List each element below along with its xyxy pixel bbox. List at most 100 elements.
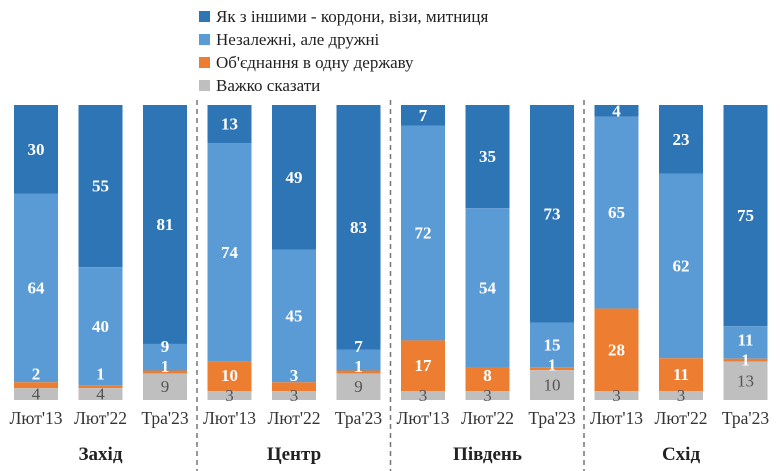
bar-segment: [594, 391, 639, 400]
region-label: Південь: [453, 444, 522, 465]
data-label: 10: [221, 366, 238, 385]
data-label: 1: [548, 356, 557, 375]
data-label: 23: [673, 130, 690, 149]
data-label: 45: [286, 306, 303, 325]
bar-segment: [401, 125, 445, 341]
data-label: 2: [32, 365, 41, 384]
category-label: Лют'22: [461, 408, 514, 428]
bar-segment: [530, 105, 574, 323]
bar-segment: [659, 391, 703, 400]
data-label: 9: [354, 377, 363, 396]
bar-segment: [401, 340, 445, 392]
data-label: 15: [544, 335, 561, 354]
data-label: 1: [96, 365, 105, 384]
data-label: 4: [612, 101, 621, 120]
bar-segment: [659, 105, 703, 174]
legend-swatch: [199, 11, 210, 22]
category-label: Лют'13: [396, 408, 449, 428]
region-label: Захід: [79, 444, 123, 465]
bar-segment: [14, 105, 58, 194]
data-label: 62: [673, 256, 690, 275]
category-label: Тра'23: [335, 408, 382, 428]
data-label: 3: [612, 386, 621, 405]
data-label: 1: [161, 357, 170, 376]
data-label: 1: [354, 357, 363, 376]
data-label: 74: [221, 243, 239, 262]
legend-swatch: [199, 80, 210, 91]
data-label: 11: [673, 365, 689, 384]
bar-segment: [272, 249, 316, 383]
data-label: 7: [419, 106, 428, 125]
category-label: Тра'23: [141, 408, 188, 428]
legend-label: Важко сказати: [216, 76, 320, 95]
category-label: Лют'22: [654, 408, 707, 428]
legend-swatch: [199, 34, 210, 45]
legend-label: Як з іншими - кордони, візи, митниця: [216, 7, 488, 26]
category-label: Тра'23: [528, 408, 575, 428]
data-label: 4: [96, 385, 105, 404]
data-label: 81: [157, 215, 174, 234]
data-label: 75: [737, 206, 754, 225]
bar-segment: [143, 343, 187, 371]
bar-segment: [14, 193, 58, 383]
bar-segment: [659, 358, 703, 392]
bar-segment: [336, 105, 381, 350]
data-label: 72: [415, 224, 432, 243]
bar-segment: [272, 105, 316, 250]
bar-segment: [465, 367, 510, 392]
data-label: 13: [737, 371, 754, 390]
category-label: Лют'22: [267, 408, 320, 428]
bar-segment: [401, 105, 445, 126]
data-label: 73: [544, 204, 561, 223]
bar-segment: [401, 391, 445, 400]
bar-segment: [78, 385, 123, 389]
region-label: Центр: [267, 444, 321, 465]
data-label: 49: [286, 168, 303, 187]
bar-segment: [723, 105, 768, 327]
bar-segment: [78, 267, 123, 386]
category-label: Лют'13: [590, 408, 643, 428]
bar-segment: [465, 208, 510, 368]
bar-segment: [14, 382, 58, 389]
data-label: 30: [28, 140, 45, 159]
category-label: Лют'13: [203, 408, 256, 428]
bar-segment: [207, 361, 252, 392]
category-label: Лют'13: [9, 408, 62, 428]
bar-segment: [207, 105, 252, 144]
data-label: 13: [221, 115, 238, 134]
data-label: 10: [544, 376, 561, 395]
data-label: 11: [737, 331, 753, 350]
bar-segment: [530, 370, 574, 400]
bar-segment: [336, 349, 381, 371]
category-label: Тра'23: [722, 408, 769, 428]
bar-segment: [336, 373, 381, 400]
data-label: 40: [92, 317, 109, 336]
data-label: 3: [290, 366, 299, 385]
bar-segment: [530, 367, 574, 371]
data-label: 4: [32, 385, 41, 404]
bar-segment: [78, 388, 123, 400]
legend-label: Об'єднання в одну державу: [216, 53, 414, 72]
bar-segment: [143, 370, 187, 374]
data-label: 9: [161, 337, 170, 356]
legend-swatch: [199, 57, 210, 68]
data-label: 17: [415, 356, 433, 375]
bar-segment: [143, 373, 187, 400]
bar-segment: [594, 116, 639, 309]
data-label: 65: [608, 203, 625, 222]
data-label: 3: [419, 386, 428, 405]
bar-segment: [465, 105, 510, 209]
bar-segment: [723, 326, 768, 359]
bar-segment: [207, 143, 252, 362]
bar-segment: [530, 322, 574, 368]
bar-segment: [78, 105, 123, 268]
bar-segment: [723, 358, 768, 362]
bar-segment: [14, 388, 58, 400]
data-label: 1: [741, 351, 750, 370]
bar-segment: [659, 173, 703, 359]
data-label: 8: [483, 366, 492, 385]
data-label: 3: [483, 386, 492, 405]
data-label: 64: [28, 278, 46, 297]
